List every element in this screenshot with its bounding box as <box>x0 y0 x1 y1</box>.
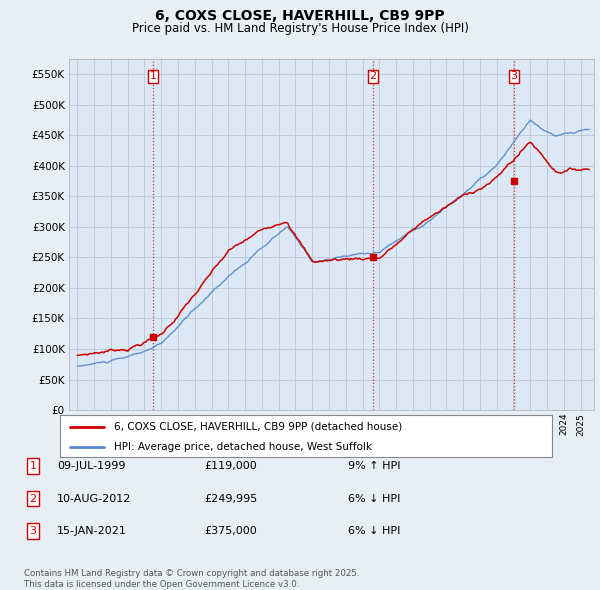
Text: HPI: Average price, detached house, West Suffolk: HPI: Average price, detached house, West… <box>114 442 372 451</box>
Text: 2: 2 <box>369 71 376 81</box>
Text: 3: 3 <box>29 526 37 536</box>
Text: Price paid vs. HM Land Registry's House Price Index (HPI): Price paid vs. HM Land Registry's House … <box>131 22 469 35</box>
Text: 1: 1 <box>29 461 37 471</box>
Text: 10-AUG-2012: 10-AUG-2012 <box>57 494 131 503</box>
Text: 15-JAN-2021: 15-JAN-2021 <box>57 526 127 536</box>
Text: 6% ↓ HPI: 6% ↓ HPI <box>348 526 400 536</box>
Text: £249,995: £249,995 <box>204 494 257 503</box>
Text: 6% ↓ HPI: 6% ↓ HPI <box>348 494 400 503</box>
Text: 1: 1 <box>150 71 157 81</box>
Text: 2: 2 <box>29 494 37 503</box>
Text: 9% ↑ HPI: 9% ↑ HPI <box>348 461 401 471</box>
Text: 6, COXS CLOSE, HAVERHILL, CB9 9PP: 6, COXS CLOSE, HAVERHILL, CB9 9PP <box>155 9 445 23</box>
Text: Contains HM Land Registry data © Crown copyright and database right 2025.
This d: Contains HM Land Registry data © Crown c… <box>24 569 359 589</box>
Text: £375,000: £375,000 <box>204 526 257 536</box>
Text: £119,000: £119,000 <box>204 461 257 471</box>
Text: 09-JUL-1999: 09-JUL-1999 <box>57 461 125 471</box>
Text: 6, COXS CLOSE, HAVERHILL, CB9 9PP (detached house): 6, COXS CLOSE, HAVERHILL, CB9 9PP (detac… <box>114 422 403 432</box>
Text: 3: 3 <box>511 71 518 81</box>
